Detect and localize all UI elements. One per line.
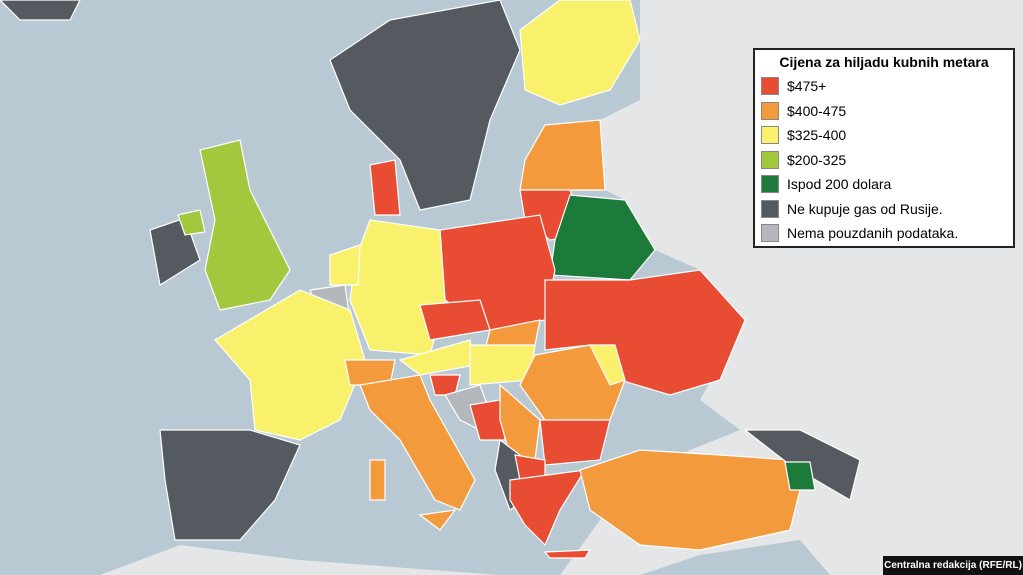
country [784,461,816,491]
legend-item: $325-400 [761,123,1007,148]
legend-swatch [761,150,779,169]
legend-swatch [761,77,779,96]
country [359,374,476,511]
country [589,344,626,386]
legend-label: $400-475 [787,102,847,119]
legend-title: Cijena za hiljadu kubnih metara [779,54,989,70]
legend-item: Ne kupuje gas od Rusije. [761,197,1007,222]
country [543,549,592,559]
country [539,419,611,466]
legend: Cijena za hiljadu kubnih metara $475+ $40… [753,48,1015,248]
country [0,0,81,21]
legend-label: Ne kupuje gas od Rusije. [787,200,943,217]
legend-item: Ispod 200 dolara [761,172,1007,197]
country [329,244,361,286]
credit: Centralna redakcija (RFE/RL) [883,556,1023,575]
country [329,0,521,211]
legend-label: $325-400 [787,127,847,144]
country [418,509,457,531]
country [159,429,301,541]
africa [100,545,500,575]
legend-swatch [761,175,779,194]
legend-swatch [761,126,779,145]
country [199,139,291,311]
legend-label: $200-325 [787,151,847,168]
country [469,399,506,441]
legend-item: Nema pouzdanih podataka. [761,221,1007,246]
country [177,209,206,236]
legend-item: $400-475 [761,99,1007,124]
country [519,0,641,106]
legend-swatch [761,199,779,218]
legend-item: $475+ [761,74,1007,99]
country [579,449,801,551]
legend-item: $200-325 [761,148,1007,173]
legend-swatch [761,101,779,120]
legend-label: Nema pouzdanih podataka. [787,225,959,242]
legend-swatch [761,224,779,243]
legend-label: $475+ [787,78,827,95]
country [214,289,366,441]
legend-label: Ispod 200 dolara [787,176,892,193]
country [369,459,386,501]
country [544,269,746,396]
country [369,159,401,216]
